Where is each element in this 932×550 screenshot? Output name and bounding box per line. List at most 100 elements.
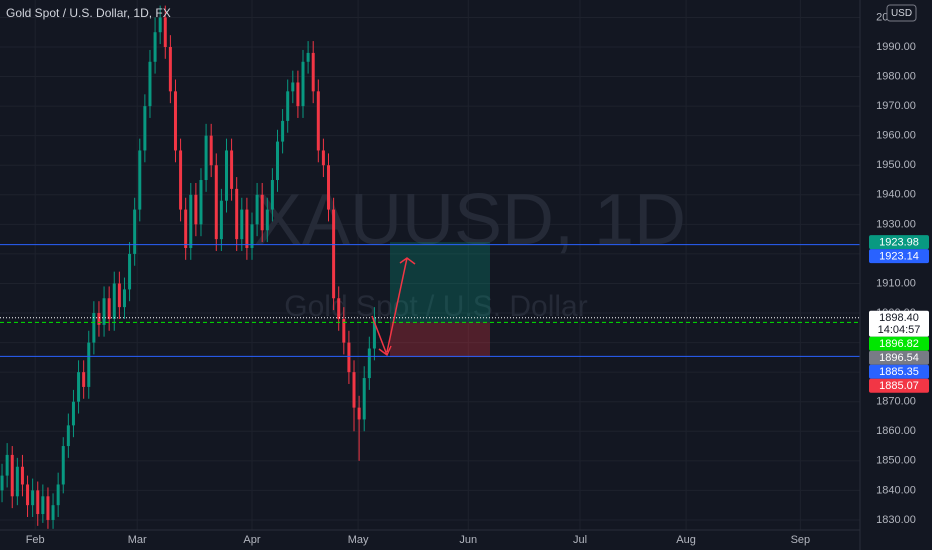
candle-body xyxy=(275,141,279,181)
candle-body xyxy=(260,194,264,231)
candle-body xyxy=(265,209,269,231)
plot xyxy=(0,5,860,529)
candle-body xyxy=(5,454,9,476)
candle-body xyxy=(306,52,310,62)
candle-body xyxy=(357,407,361,420)
candle-body xyxy=(46,496,50,520)
y-tick-label: 1970.00 xyxy=(876,100,916,112)
candle-body xyxy=(281,120,285,142)
y-tick-label: 1850.00 xyxy=(876,455,916,467)
candle-body xyxy=(97,313,101,325)
profit-zone xyxy=(390,242,490,323)
price-label-box xyxy=(869,310,929,337)
candle-body xyxy=(173,91,177,151)
candle-body xyxy=(66,425,70,447)
candle-body xyxy=(362,378,366,420)
y-tick-label: 1930.00 xyxy=(876,218,916,230)
candle-body xyxy=(372,317,376,349)
candle-body xyxy=(189,194,193,249)
axes: 1830.001840.001850.001860.001870.001880.… xyxy=(26,11,929,546)
candle-body xyxy=(56,484,60,506)
candle-body xyxy=(347,342,351,373)
price-label: 1898.40 xyxy=(879,312,919,324)
candle-body xyxy=(87,342,91,387)
price-label-box xyxy=(869,364,929,379)
candle-body xyxy=(255,194,259,225)
price-label-box xyxy=(869,249,929,264)
candle-body xyxy=(286,91,290,121)
y-tick-label: 1910.00 xyxy=(876,277,916,289)
price-label-box xyxy=(869,235,929,250)
candle-body xyxy=(204,135,208,181)
x-tick-label: Apr xyxy=(243,534,260,546)
x-tick-label: Feb xyxy=(26,534,45,546)
candle-body xyxy=(337,298,341,319)
price-label: 1923.98 xyxy=(879,237,919,249)
candle-body xyxy=(214,165,218,240)
candle-body xyxy=(209,135,213,166)
candle-body xyxy=(102,298,106,325)
candle-body xyxy=(82,372,86,387)
candle-body xyxy=(332,209,336,299)
candle-body xyxy=(153,32,157,62)
candle-body xyxy=(240,209,244,240)
x-tick-label: Aug xyxy=(676,534,696,546)
candle-body xyxy=(112,283,116,319)
chart-title: Gold Spot / U.S. Dollar, 1D, FX xyxy=(6,6,171,20)
candle-body xyxy=(291,82,295,92)
candle-body xyxy=(36,490,40,515)
candle-body xyxy=(301,61,305,107)
candle-body xyxy=(311,52,315,92)
candle-body xyxy=(352,372,356,408)
candle-body xyxy=(122,289,126,308)
candle-body xyxy=(321,150,325,166)
candle-body xyxy=(107,298,111,319)
y-tick-label: 1940.00 xyxy=(876,189,916,201)
candle-body xyxy=(245,209,249,249)
candle-body xyxy=(235,188,239,240)
grid xyxy=(0,0,860,530)
y-tick-label: 1960.00 xyxy=(876,130,916,142)
candle-body xyxy=(250,224,254,249)
candle-body xyxy=(143,106,147,151)
candle-body xyxy=(199,180,203,225)
candle-body xyxy=(342,318,346,343)
candle-body xyxy=(327,165,331,210)
x-tick-label: May xyxy=(348,534,369,546)
candle-body xyxy=(316,91,320,151)
y-tick-label: 1990.00 xyxy=(876,41,916,53)
candle-body xyxy=(230,150,234,189)
candle-body xyxy=(158,17,162,33)
candle-body xyxy=(148,61,152,107)
candle-body xyxy=(92,313,96,343)
price-label: 1923.14 xyxy=(879,251,919,263)
x-tick-label: Jun xyxy=(459,534,477,546)
y-tick-label: 1860.00 xyxy=(876,425,916,437)
y-tick-label: 1980.00 xyxy=(876,70,916,82)
y-tick-label: 1870.00 xyxy=(876,396,916,408)
candle-body xyxy=(117,283,121,308)
price-label: 1896.54 xyxy=(879,352,919,364)
price-label-box xyxy=(869,378,929,393)
candle-body xyxy=(168,46,172,92)
y-tick-label: 1830.00 xyxy=(876,514,916,526)
candle-body xyxy=(138,150,142,210)
candle-body xyxy=(194,194,198,225)
y-tick-label: 1950.00 xyxy=(876,159,916,171)
x-tick-label: Sep xyxy=(791,534,811,546)
candle-body xyxy=(77,372,81,402)
candle-body xyxy=(184,209,188,249)
candle-body xyxy=(224,150,228,201)
candle-body xyxy=(270,180,274,210)
candle-body xyxy=(296,82,300,107)
candle-body xyxy=(367,348,371,379)
y-tick-label: 1840.00 xyxy=(876,484,916,496)
currency: USD xyxy=(891,8,912,19)
currency-badge[interactable] xyxy=(886,4,917,22)
arrow-drawing xyxy=(371,257,416,357)
candle-body xyxy=(20,466,24,485)
candle-body xyxy=(128,253,132,290)
price-label-box xyxy=(869,336,929,351)
